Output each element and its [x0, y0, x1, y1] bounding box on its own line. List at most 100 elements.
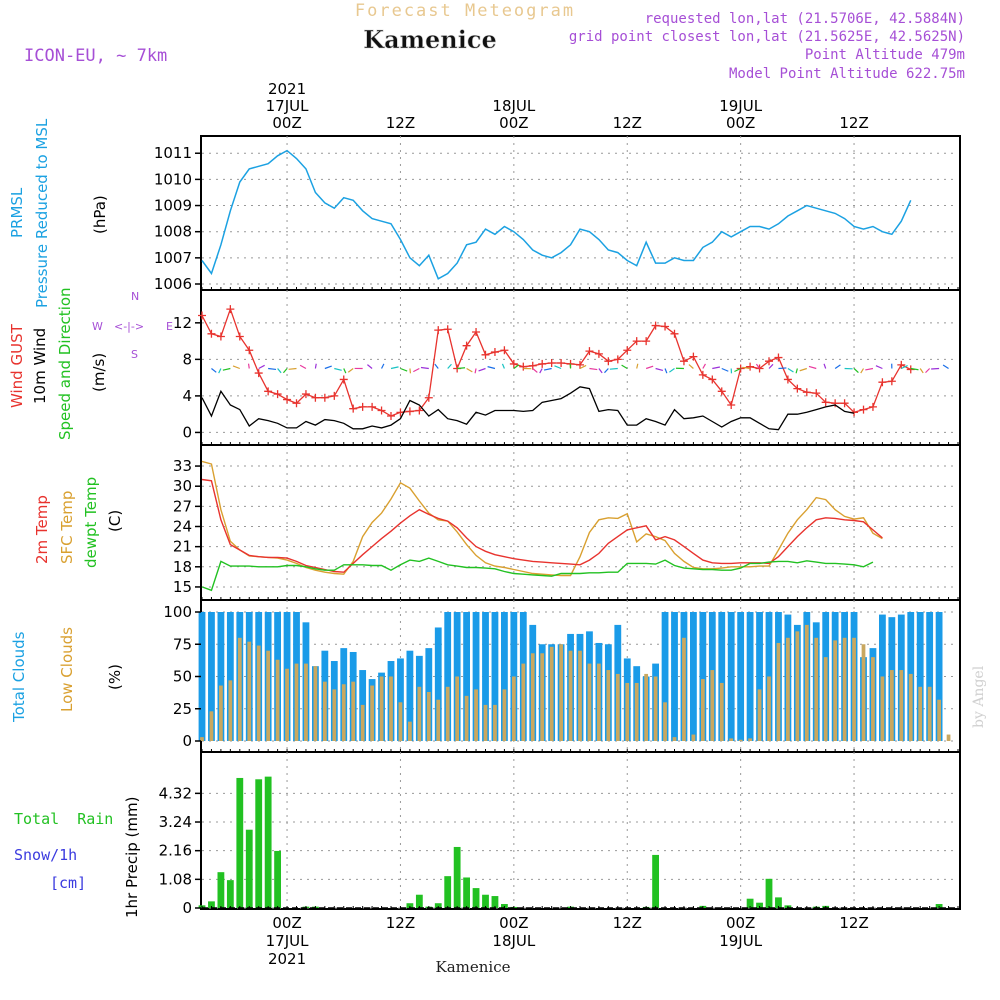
wind-direction-arrow	[799, 367, 807, 372]
low-cloud-bar	[672, 737, 677, 741]
rain-bar	[274, 850, 282, 908]
low-cloud-bar	[625, 682, 630, 741]
gust-point	[821, 398, 830, 407]
wind-direction-arrow	[334, 367, 342, 371]
rain-bar	[236, 777, 244, 908]
gust-point	[490, 348, 499, 357]
total-cloud-bar	[756, 612, 763, 741]
total-cloud-bar	[482, 612, 489, 741]
temp-2m-line	[201, 478, 883, 573]
y-tick-label: 24	[173, 518, 192, 536]
rain-bar	[255, 779, 263, 908]
low-cloud-bar	[294, 663, 299, 741]
low-cloud-bar	[908, 673, 913, 741]
wind-direction-arrow	[409, 368, 412, 374]
compass-s: S	[131, 348, 138, 361]
gust-point	[679, 357, 688, 366]
gust-point	[831, 399, 840, 408]
low-cloud-bar	[266, 650, 271, 741]
gust-point	[878, 378, 887, 387]
wind-direction-arrow	[413, 367, 420, 373]
low-cloud-bar	[360, 704, 365, 741]
gust-point	[519, 362, 528, 371]
y-tick-label: 33	[173, 457, 192, 475]
wind-direction-arrow	[621, 364, 628, 370]
low-cloud-bar	[464, 695, 469, 741]
low-cloud-bar	[663, 702, 667, 741]
total-cloud-bar	[208, 612, 215, 741]
wind-direction-arrow	[324, 365, 332, 370]
low-cloud-bar	[351, 681, 356, 741]
low-cloud-bar	[483, 704, 488, 741]
low-cloud-bar	[899, 670, 904, 741]
gust-point	[585, 347, 594, 356]
temp-panel	[200, 444, 961, 601]
y-tick-label: 4	[182, 387, 192, 405]
low-cloud-bar	[426, 691, 431, 741]
gust-point	[887, 377, 896, 386]
wind-direction-arrow	[768, 363, 774, 369]
gust-point	[443, 325, 452, 334]
sfctemp-label: SFC Temp	[58, 491, 76, 564]
wind-direction-arrow	[823, 363, 827, 369]
total-cloud-bar	[671, 612, 678, 741]
gust-point	[689, 352, 698, 361]
low-cloud-bar	[568, 650, 573, 741]
wind-direction-arrow	[808, 365, 817, 370]
low-cloud-bar	[228, 680, 233, 741]
time-label-bottom: 19JUL	[719, 932, 762, 950]
low-cloud-bar	[814, 637, 819, 741]
sfc-temp-line	[201, 460, 883, 577]
rain-bar	[482, 894, 489, 908]
wind-direction-arrow	[942, 364, 949, 370]
low-cloud-bar	[634, 682, 639, 741]
wind-direction-arrow	[277, 368, 282, 374]
wind-direction-arrow	[347, 368, 354, 373]
low-cloud-bar	[861, 644, 866, 741]
low-cloud-bar	[738, 739, 743, 741]
chart-subtitle: Forecast Meteogram	[355, 1, 575, 21]
y-tick-label: 3.24	[159, 813, 192, 831]
low-cloud-bar	[502, 689, 507, 741]
gust-point	[746, 362, 755, 371]
low-cloud-bar	[209, 711, 214, 741]
low-cloud-bar	[493, 704, 497, 741]
low-cloud-bar	[549, 646, 554, 741]
wind-direction-arrow	[222, 367, 231, 371]
y-tick-label: 15	[173, 578, 192, 596]
wind-direction-arrow	[288, 367, 297, 370]
wind-direction-arrow	[579, 364, 587, 370]
temp2m-label: 2m Temp	[33, 495, 51, 564]
compass-n: N	[131, 290, 139, 303]
low-cloud-bar	[408, 721, 412, 741]
y-tick-label: 1007	[154, 249, 192, 267]
time-label-top: 00Z	[499, 114, 528, 132]
wind-direction-arrow	[925, 368, 931, 374]
wind-direction-arrow	[474, 368, 477, 374]
gust-point	[812, 389, 821, 398]
low-cloud-bar	[767, 676, 771, 741]
model-altitude: Model Point Altitude 622.75m	[729, 66, 965, 82]
snow-label: Snow/1h	[14, 846, 77, 864]
y-tick-label: 0	[182, 899, 192, 917]
time-label-bottom: 00Z	[726, 914, 755, 932]
gust-point	[783, 375, 792, 384]
low-cloud-bar	[540, 653, 545, 741]
total-cloud-bar	[737, 612, 745, 741]
low-cloud-bar	[445, 686, 450, 741]
y-tick-label: 1.08	[159, 870, 192, 888]
low-cloud-bar	[474, 689, 478, 741]
time-label-top: 12Z	[386, 114, 415, 132]
wind-direction-arrow	[457, 367, 466, 370]
total-cloud-bar	[226, 612, 234, 741]
rain-bar	[226, 880, 234, 908]
y-tick-label: 0	[182, 732, 192, 750]
total-cloud-bar	[699, 612, 707, 741]
rain-bar	[463, 877, 471, 908]
low-clouds-label: Low Clouds	[58, 627, 76, 712]
wind-unit: (m/s)	[90, 353, 108, 392]
low-cloud-bar	[786, 637, 790, 741]
gust-point	[283, 395, 292, 404]
low-cloud-bar	[559, 644, 563, 741]
